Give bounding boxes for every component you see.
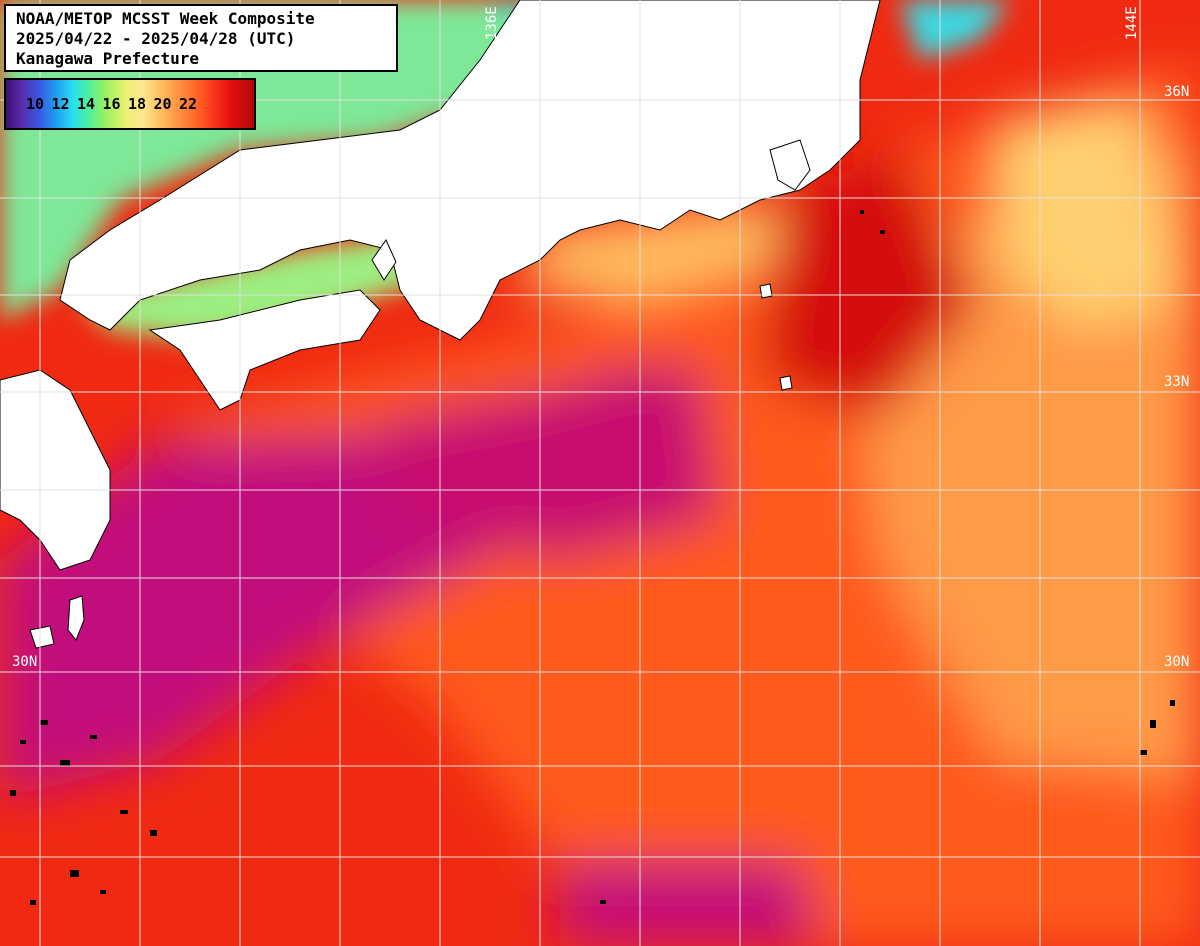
land-oshima (759, 283, 773, 299)
legend-color-scale (6, 80, 254, 128)
lon-label-136: 136E (484, 6, 500, 40)
sst-teal-east-corner (900, 0, 1010, 60)
title-line-3: Kanagawa Prefecture (16, 49, 200, 68)
land-shikoku (148, 289, 381, 411)
temperature-legend: 10 12 14 16 18 20 22 (4, 78, 256, 130)
sst-hot-band (760, 150, 980, 420)
lon-label-144: 144E (1124, 6, 1140, 40)
title-line-1: NOAA/METOP MCSST Week Composite (16, 9, 315, 28)
sst-inland-sea (80, 230, 440, 340)
lat-label-33: 33N (1164, 374, 1189, 390)
land-yakushima (29, 625, 55, 649)
legend-label-16: 16 (102, 95, 121, 113)
legend-labels: 10 12 14 16 18 20 22 (26, 95, 205, 113)
legend-label-10: 10 (26, 95, 45, 113)
title-box: NOAA/METOP MCSST Week Composite 2025/04/… (4, 4, 398, 72)
land-miyake (779, 375, 793, 391)
legend-label-18: 18 (128, 95, 147, 113)
land (0, 0, 881, 649)
land-kyushu (0, 369, 111, 571)
lat-label-30-left: 30N (12, 654, 37, 670)
legend-label-22: 22 (179, 95, 198, 113)
legend-label-20: 20 (153, 95, 172, 113)
land-izu (769, 139, 811, 191)
legend-label-12: 12 (51, 95, 70, 113)
land-awaji (371, 238, 397, 281)
sst-yellow-east (1000, 100, 1180, 330)
lat-label-30-right: 30N (1164, 654, 1189, 670)
legend-label-14: 14 (77, 95, 96, 113)
land-tanegashima (67, 595, 85, 641)
sst-warm-core-mid (380, 360, 720, 560)
title-line-2: 2025/04/22 - 2025/04/28 (UTC) (16, 29, 296, 48)
cloud-gaps (10, 210, 1175, 905)
lat-label-36: 36N (1164, 84, 1189, 100)
sst-warm-core-south (560, 860, 820, 946)
